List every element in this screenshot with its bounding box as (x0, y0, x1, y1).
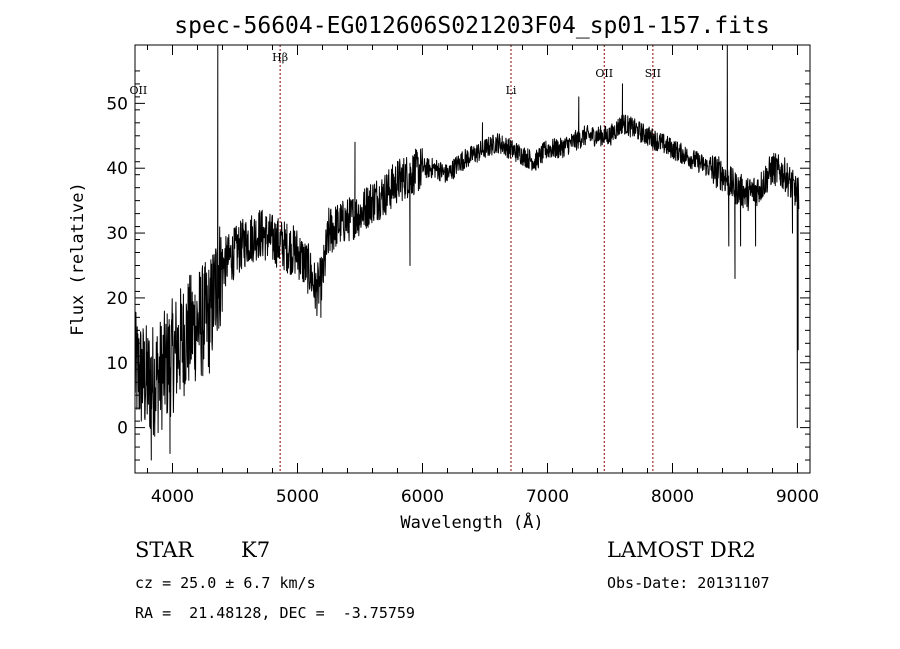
x-tick-label: 6000 (401, 487, 444, 507)
observation-date: Obs-Date: 20131107 (607, 574, 770, 592)
y-axis-ticks: 0 10 20 30 40 50 (106, 70, 810, 461)
y-axis-label: Flux (relative) (68, 182, 88, 336)
y-tick-label: 0 (117, 419, 128, 439)
chart-title: spec-56604-EG012606S021203F04_sp01-157.f… (174, 13, 769, 39)
x-tick-label: 9000 (776, 487, 819, 507)
object-class: STAR (135, 538, 194, 562)
ra-dec-coordinates: RA = 21.48128, DEC = -3.75759 (135, 604, 415, 622)
x-tick-label: 7000 (526, 487, 569, 507)
spectral-line-label: Li (506, 84, 517, 97)
x-tick-label: 5000 (276, 487, 319, 507)
x-axis-label: Wavelength (Å) (400, 511, 543, 533)
redshift-cz: cz = 25.0 ± 6.7 km/s (135, 574, 316, 592)
spectrum-plot-area (134, 44, 800, 461)
x-axis-ticks: 4000 5000 6000 7000 8000 9000 (147, 45, 819, 507)
x-tick-label: 4000 (151, 487, 194, 507)
spectral-line-label: OII (595, 67, 613, 80)
x-tick-label: 8000 (651, 487, 694, 507)
y-tick-label: 50 (106, 94, 128, 114)
spectral-line-label: OII (130, 84, 148, 97)
survey-name: LAMOST DR2 (607, 538, 756, 562)
object-subclass: K7 (241, 538, 271, 562)
plot-frame (134, 44, 811, 474)
y-tick-label: 30 (106, 224, 128, 244)
spectral-line-markers: OII Hβ Li OII SII (130, 45, 661, 473)
spectrum-line (134, 44, 800, 461)
y-tick-label: 20 (106, 289, 128, 309)
spectral-line-label: Hβ (272, 51, 288, 64)
spectral-line-label: SII (645, 67, 661, 80)
y-tick-label: 10 (106, 354, 128, 374)
y-tick-label: 40 (106, 159, 128, 179)
